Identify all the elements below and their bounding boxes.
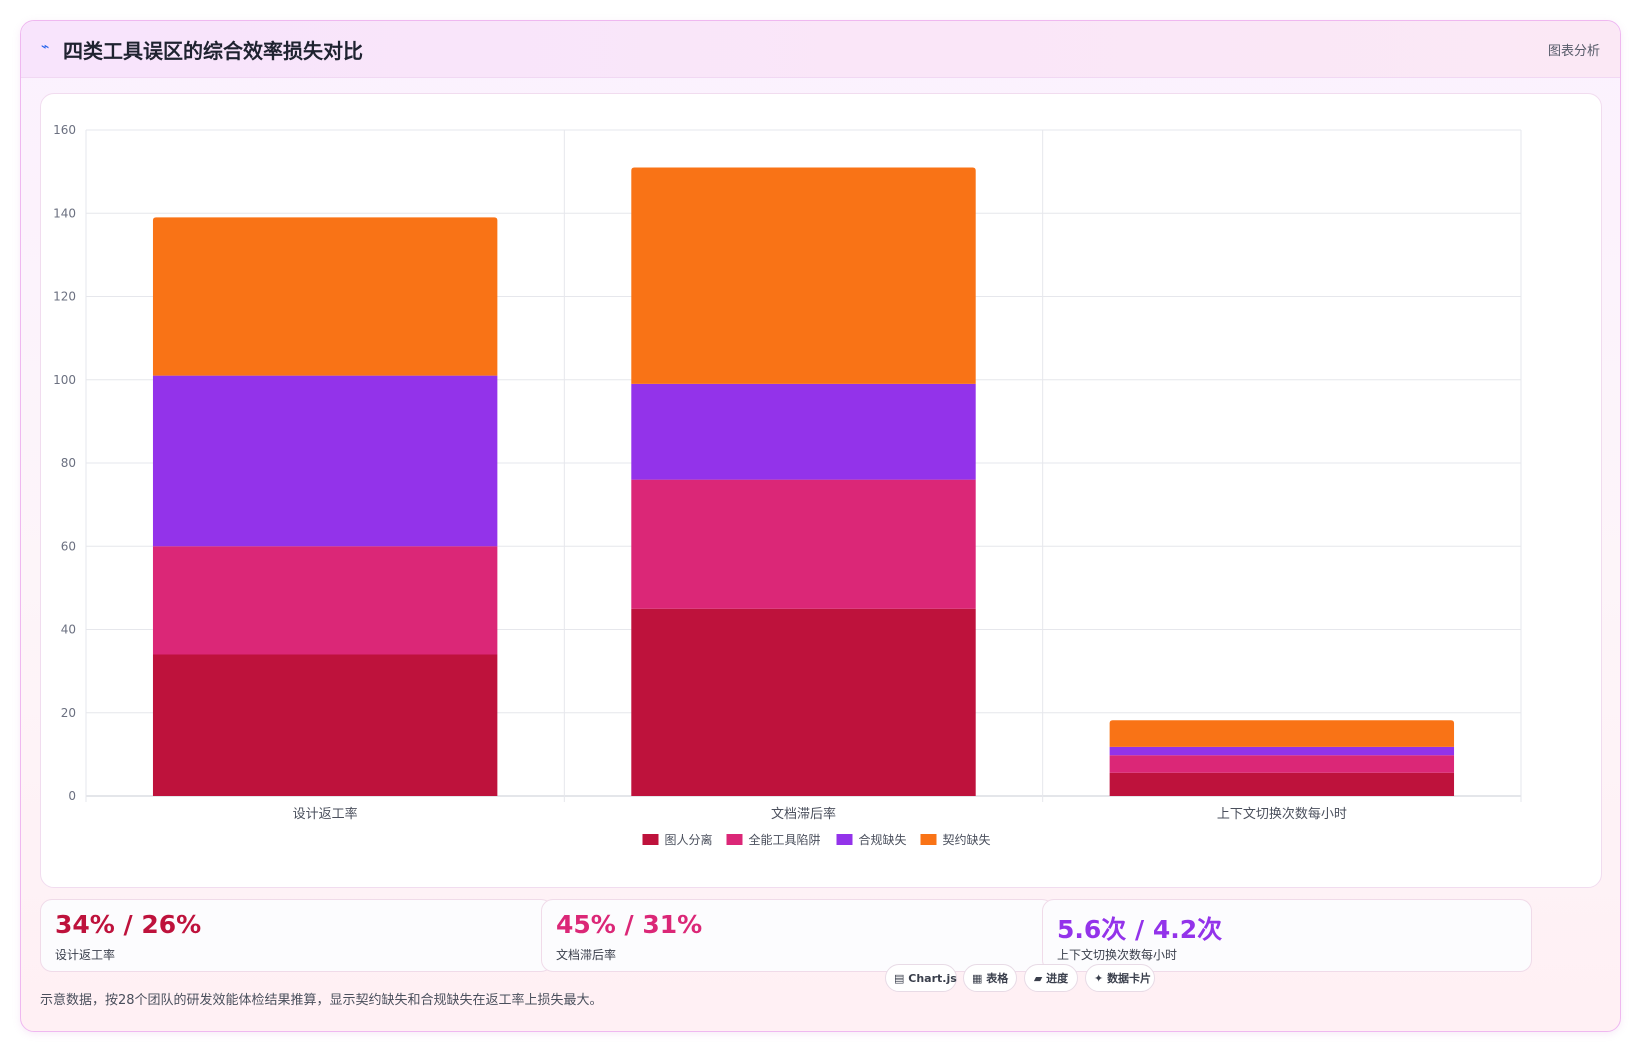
y-tick-label: 0 — [68, 789, 76, 803]
bar-segment — [631, 608, 976, 796]
y-tick-label: 40 — [61, 623, 76, 637]
y-tick-label: 100 — [53, 373, 76, 387]
bar-segment — [1109, 746, 1455, 756]
stat-label: 上下文切换次数每小时 — [1057, 948, 1178, 962]
progress-icon: ▰ — [1033, 972, 1043, 985]
bar-segment — [152, 375, 498, 547]
bar-segment — [152, 217, 498, 376]
y-tick-label: 80 — [61, 456, 76, 470]
stat-label: 设计返工率 — [55, 948, 116, 962]
footnote: 示意数据，按28个团队的研发效能体检结果推算，显示契约缺失和合规缺失在返工率上损… — [40, 993, 603, 1008]
stat-card-doc-lag: 45% / 31% 文档滞后率 — [541, 899, 1054, 972]
x-tick-label: 文档滞后率 — [771, 806, 836, 822]
y-tick-label: 160 — [53, 123, 76, 137]
y-tick-label: 120 — [53, 290, 76, 304]
bar-segment — [152, 546, 498, 655]
stat-value: 34% / 26% — [55, 910, 202, 939]
table-icon: ▦ — [972, 972, 983, 985]
x-tick-label: 上下文切换次数每小时 — [1217, 806, 1347, 822]
y-tick-label: 60 — [61, 539, 76, 553]
pill-label: 表格 — [986, 972, 1009, 985]
panel-header: ⌁ 四类工具误区的综合效率损失对比 图表分析 — [21, 21, 1620, 78]
bar-segment — [1109, 772, 1455, 796]
pill-label: 进度 — [1046, 972, 1069, 985]
y-tick-label: 140 — [53, 206, 76, 220]
page-title: 四类工具误区的综合效率损失对比 — [63, 39, 363, 63]
legend-label: 全能工具陷阱 — [749, 832, 821, 847]
legend-label: 契约缺失 — [943, 832, 991, 847]
sparkle-icon: ✦ — [1094, 972, 1104, 985]
chart-icon: ▤ — [894, 972, 905, 985]
bar-segment — [631, 479, 976, 609]
bar-segment — [631, 383, 976, 480]
stacked-bar-chart: 0 20 40 60 80 100 120 140 160 设计返工率 文档滞后率 上下文切换次数每小… — [53, 123, 1522, 847]
bar-segment — [631, 167, 976, 384]
pill-label: Chart.js — [908, 972, 957, 985]
pill-data-card[interactable]: ✦ 数据卡片 — [1085, 964, 1155, 992]
chart-analysis-label: 图表分析 — [1547, 44, 1600, 59]
pill-label: 数据卡片 — [1107, 972, 1152, 985]
bar-segment — [1109, 755, 1455, 773]
pill-table[interactable]: ▦ 表格 — [963, 964, 1017, 992]
stat-card-context-switch: 5.6次 / 4.2次 上下文切换次数每小时 — [1042, 899, 1532, 972]
bar-segment — [152, 654, 498, 796]
legend-swatch — [726, 834, 743, 845]
pill-chartjs[interactable]: ▤ Chart.js — [885, 964, 957, 992]
stat-value: 45% / 31% — [556, 910, 703, 939]
legend-label: 图人分离 — [665, 832, 713, 847]
y-tick-label: 20 — [61, 706, 76, 720]
pill-progress[interactable]: ▰ 进度 — [1024, 964, 1078, 992]
legend-swatch — [920, 834, 937, 845]
stat-value: 5.6次 / 4.2次 — [1057, 915, 1223, 944]
legend-label: 合规缺失 — [859, 832, 907, 847]
chart-card: 0 20 40 60 80 100 120 140 160 设计返工率 文档滞后率 上下文切换次数每小… — [40, 93, 1602, 888]
x-tick-label: 设计返工率 — [293, 806, 358, 822]
bar-segment — [1109, 720, 1455, 747]
legend-swatch — [836, 834, 853, 845]
legend-swatch — [642, 834, 659, 845]
stat-label: 文档滞后率 — [556, 948, 617, 962]
stat-card-design-rework: 34% / 26% 设计返工率 — [40, 899, 553, 972]
chart-panel: ⌁ 四类工具误区的综合效率损失对比 图表分析 0 20 40 60 80 100 120 14… — [20, 20, 1621, 1032]
wave-icon: ⌁ — [41, 39, 50, 55]
